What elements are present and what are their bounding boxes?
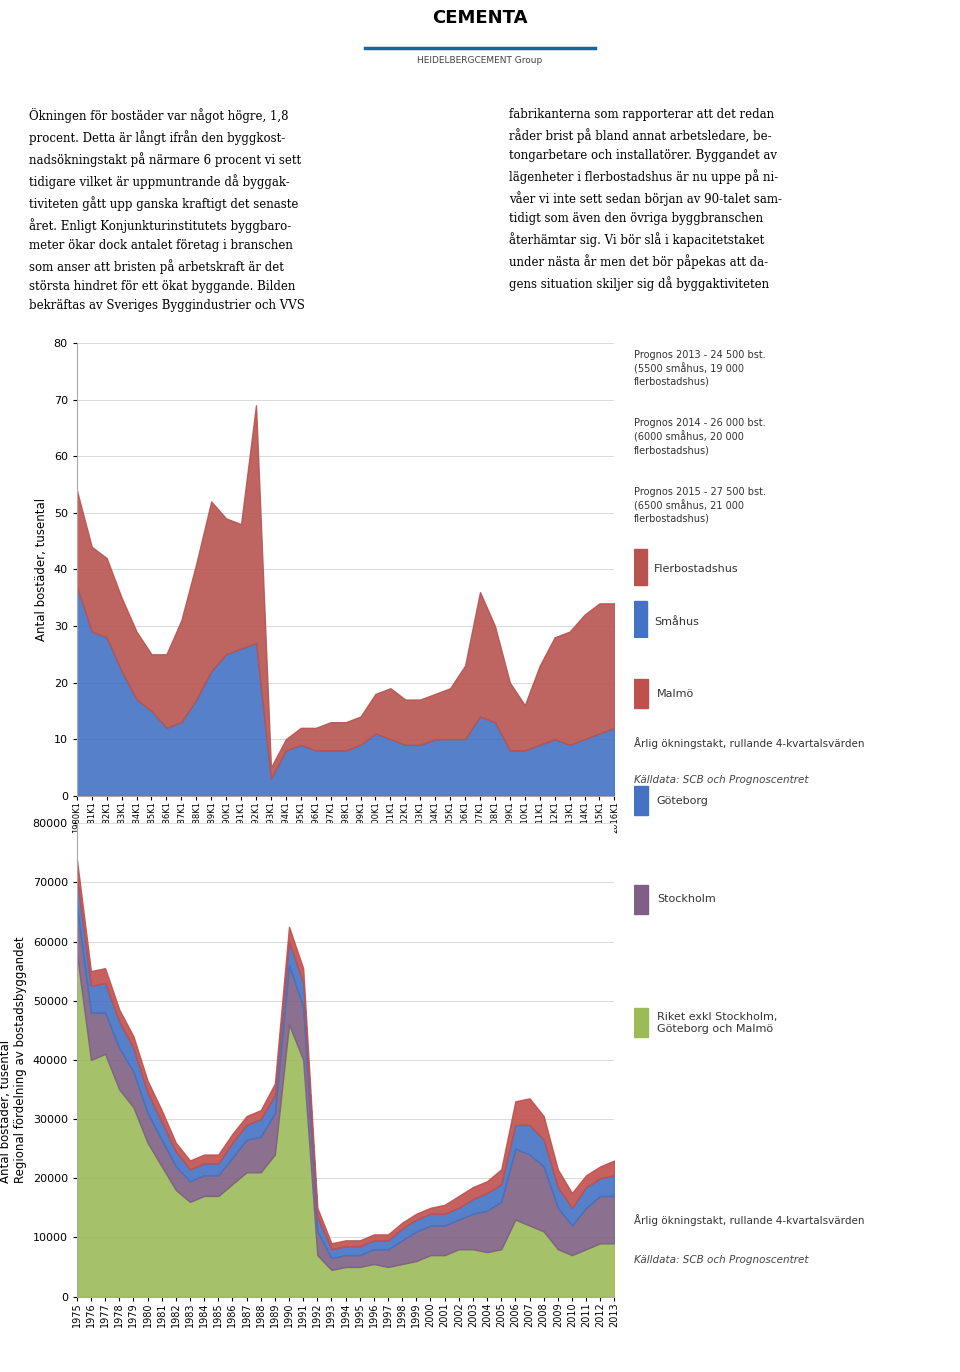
Y-axis label: Antal bostäder, tusental
Regional fördelning av bostadsbyggandet: Antal bostäder, tusental Regional fördel… (0, 937, 27, 1183)
Text: Källdata: SCB och Prognoscentret: Källdata: SCB och Prognoscentret (634, 1255, 808, 1265)
Bar (634, 679, 648, 708)
Text: Malmö: Malmö (657, 689, 694, 698)
Bar (634, 885, 648, 914)
Text: fabrikanterna som rapporterar att det redan
råder brist på bland annat arbetsled: fabrikanterna som rapporterar att det re… (509, 108, 781, 291)
Text: Prognos 2013 - 24 500 bst.
(5500 småhus, 19 000
flerbostadshus): Prognos 2013 - 24 500 bst. (5500 småhus,… (634, 350, 765, 387)
Text: Ökningen för bostäder var något högre, 1,8
procent. Detta är långt ifrån den byg: Ökningen för bostäder var något högre, 1… (29, 108, 304, 311)
Bar (634, 786, 648, 815)
Text: Prognos 2014 - 26 000 bst.
(6000 småhus, 20 000
flerbostadshus): Prognos 2014 - 26 000 bst. (6000 småhus,… (634, 418, 765, 456)
Text: CEMENTA: CEMENTA (432, 10, 528, 27)
Bar (634, 1008, 648, 1037)
Text: Källdata: SCB och Prognoscentret: Källdata: SCB och Prognoscentret (634, 775, 808, 785)
Y-axis label: Antal bostäder, tusental: Antal bostäder, tusental (36, 498, 48, 641)
Text: Prognos 2015 - 27 500 bst.
(6500 småhus, 21 000
flerbostadshus): Prognos 2015 - 27 500 bst. (6500 småhus,… (634, 487, 766, 524)
Text: Göteborg: Göteborg (657, 796, 708, 805)
Text: Småhus: Småhus (655, 616, 699, 627)
Text: Flerbostadshus: Flerbostadshus (655, 564, 739, 573)
Text: HEIDELBERGCEMENT Group: HEIDELBERGCEMENT Group (418, 56, 542, 64)
Bar (634, 549, 647, 584)
Text: Stockholm: Stockholm (657, 895, 715, 904)
Text: Riket exkl Stockholm,
Göteborg och Malmö: Riket exkl Stockholm, Göteborg och Malmö (657, 1013, 778, 1033)
Text: Årlig ökningstakt, rullande 4-kvartalsvärden: Årlig ökningstakt, rullande 4-kvartalsvä… (634, 737, 864, 749)
Bar (634, 601, 647, 638)
Text: Årlig ökningstakt, rullande 4-kvartalsvärden: Årlig ökningstakt, rullande 4-kvartalsvä… (634, 1214, 864, 1227)
